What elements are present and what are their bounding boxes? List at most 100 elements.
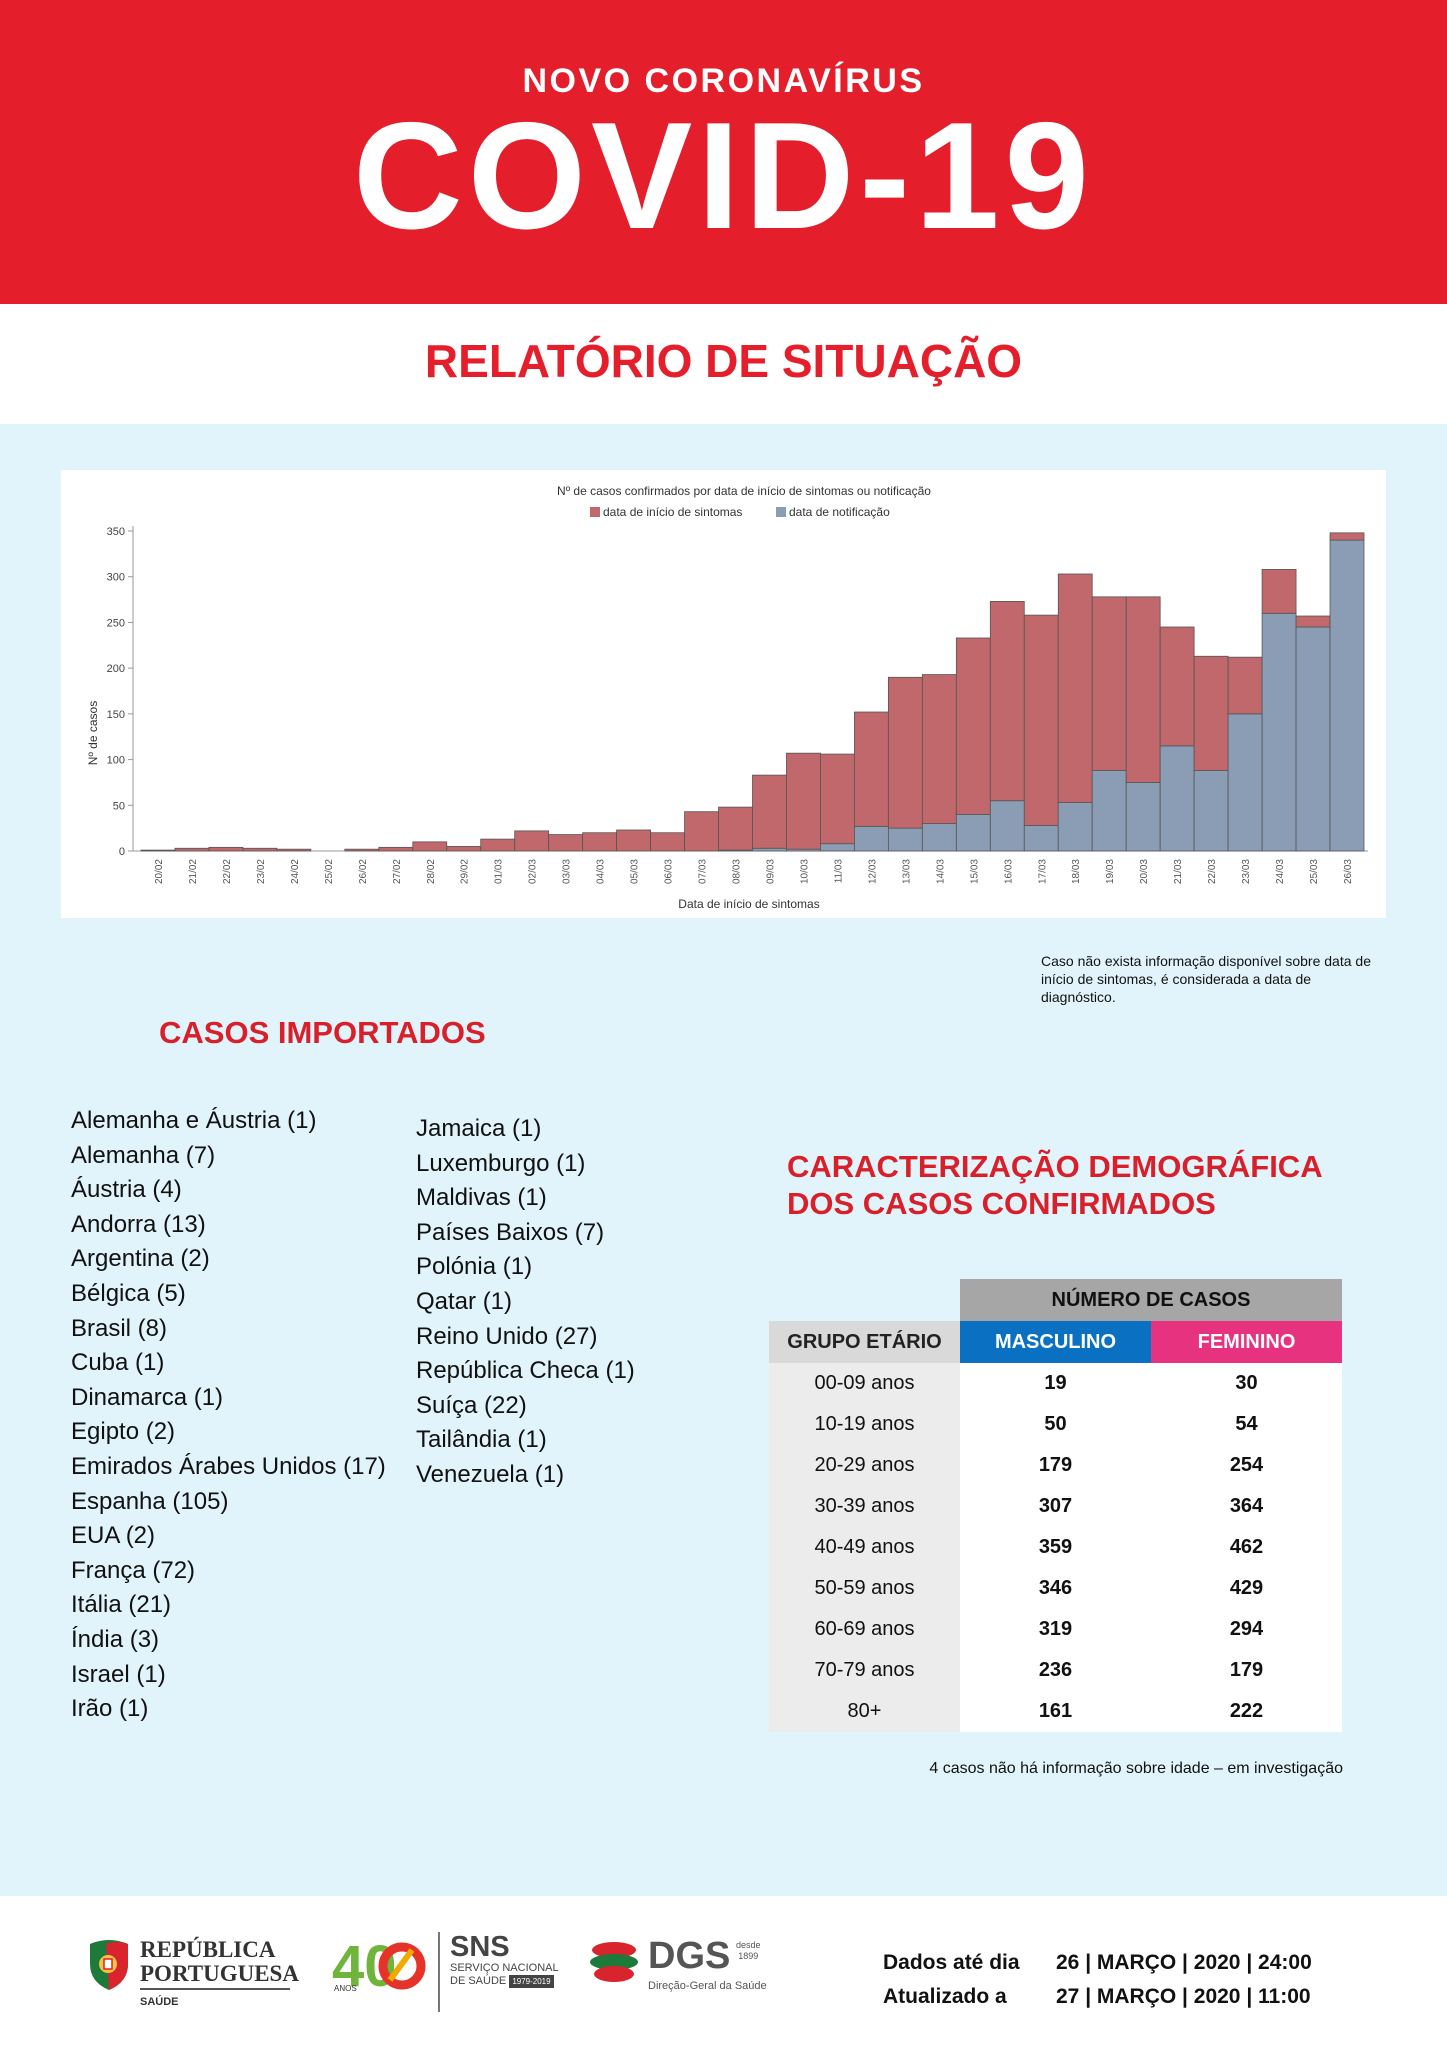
imported-country-item: Países Baixos (7) [416, 1218, 605, 1246]
bar-notification [1023, 824, 1059, 852]
updated-label: Atualizado a [883, 1985, 1007, 2008]
imported-country-item: Espanha (105) [71, 1487, 229, 1515]
imported-country-item: Dinamarca (1) [71, 1383, 224, 1411]
x-tick-label: 21/02 [188, 859, 199, 884]
male-header: MASCULINO [960, 1321, 1151, 1363]
male-count-cell: 319 [960, 1609, 1151, 1650]
x-tick-label: 24/03 [1275, 859, 1286, 884]
imported-country-item: Polónia (1) [416, 1253, 533, 1281]
male-count-cell: 346 [960, 1568, 1151, 1609]
male-count-cell: 307 [960, 1486, 1151, 1527]
bar-notification [1227, 713, 1263, 852]
bar-onset [955, 637, 991, 815]
anos-label: ANOS [334, 1984, 357, 1993]
bar-notification [1091, 770, 1127, 852]
x-tick-label: 19/03 [1105, 859, 1116, 884]
x-tick-label: 20/02 [154, 859, 165, 884]
table-row: 00-09 anos 19 30 [769, 1363, 1342, 1404]
male-count-cell: 161 [960, 1691, 1151, 1732]
imported-cases-title: CASOS IMPORTADOS [159, 1015, 486, 1050]
female-count-cell: 222 [1151, 1691, 1342, 1732]
imported-country-item: República Checa (1) [416, 1357, 635, 1385]
dgs-title: DGS [648, 1935, 731, 1977]
footer: REPÚBLICA PORTUGUESA SAÚDE 40 ANOS SNS S… [0, 1896, 1447, 2048]
x-tick-label: 03/03 [562, 859, 573, 884]
age-group-cell: 40-49 anos [769, 1527, 960, 1568]
x-tick-label: 04/03 [596, 859, 607, 884]
y-tick-label: 250 [107, 617, 125, 629]
bar-onset [1023, 614, 1059, 826]
epi-chart-card: Nº de casos confirmados por data de iníc… [61, 470, 1386, 918]
female-count-cell: 30 [1151, 1363, 1342, 1404]
header-kicker: NOVO CORONAVÍRUS [522, 62, 925, 100]
epi-curve-chart: Nº de casos confirmados por data de iníc… [86, 484, 1368, 911]
x-tick-label: 26/03 [1343, 859, 1354, 884]
x-tick-label: 12/03 [867, 859, 878, 884]
table-row: 80+ 161 222 [769, 1691, 1342, 1732]
male-count-cell: 19 [960, 1363, 1151, 1404]
imported-country-item: Índia (3) [71, 1625, 160, 1653]
x-tick-label: 29/02 [460, 859, 471, 884]
x-tick-label: 22/02 [222, 859, 233, 884]
bar-onset [650, 832, 685, 852]
imported-country-item: Alemanha (7) [71, 1141, 216, 1169]
republica-portuguesa-logo: REPÚBLICA PORTUGUESA SAÚDE [86, 1934, 299, 2014]
x-axis-label: Data de início de sintomas [678, 897, 819, 911]
bar-notification [1295, 626, 1331, 852]
male-count-cell: 236 [960, 1650, 1151, 1691]
bar-notification [820, 843, 855, 852]
sns-years: 1979-2019 [509, 1975, 554, 1988]
x-tick-label: 10/03 [799, 859, 810, 884]
bar-onset [1159, 626, 1195, 747]
male-count-cell: 359 [960, 1527, 1151, 1568]
chart-note: Caso não exista informação disponível so… [1041, 953, 1371, 1005]
imported-country-item: Qatar (1) [416, 1287, 513, 1315]
x-tick-label: 27/02 [392, 859, 403, 884]
dgs-year: 1899 [738, 1951, 759, 1961]
bar-notification [1261, 612, 1297, 852]
imported-country-item: Egipto (2) [71, 1418, 176, 1446]
y-tick-label: 350 [107, 526, 125, 538]
table-row: 20-29 anos 179 254 [769, 1445, 1342, 1486]
data-until-value: 26 | MARÇO | 2020 | 24:00 [1056, 1951, 1312, 1974]
sns-logo: SNS SERVIÇO NACIONAL DE SAÚDE 1979-2019 [438, 1932, 570, 2012]
bar-onset [820, 753, 855, 845]
bar-notification [1159, 745, 1195, 852]
x-tick-label: 09/03 [765, 859, 776, 884]
table-row: 10-19 anos 50 54 [769, 1404, 1342, 1445]
x-tick-label: 23/02 [256, 859, 267, 884]
x-tick-label: 02/03 [528, 859, 539, 884]
age-group-cell: 30-39 anos [769, 1486, 960, 1527]
y-tick-label: 150 [107, 709, 125, 721]
bar-onset [480, 838, 516, 852]
portugal-emblem-icon [90, 1940, 128, 1990]
male-count-cell: 179 [960, 1445, 1151, 1486]
legend-swatch-onset [590, 507, 600, 517]
bar-onset [718, 806, 753, 851]
x-tick-label: 18/03 [1071, 859, 1082, 884]
bar-onset [887, 676, 923, 829]
sns-line1: SERVIÇO NACIONAL [450, 1962, 559, 1974]
imported-country-item: EUA (2) [71, 1522, 156, 1550]
header-band [0, 0, 1447, 304]
imported-country-item: Andorra (13) [71, 1210, 206, 1238]
y-axis-label: Nº de casos [86, 701, 100, 765]
dgs-desde: desde [736, 1940, 761, 1950]
data-until-label: Dados até dia [883, 1951, 1020, 1974]
imported-country-item: Cuba (1) [71, 1349, 165, 1377]
table-row: 30-39 anos 307 364 [769, 1486, 1342, 1527]
bar-onset [1227, 656, 1263, 715]
x-tick-label: 05/03 [630, 859, 641, 884]
bar-onset [412, 841, 448, 852]
bar-onset [242, 847, 278, 852]
sns-40-years-logo: 40 ANOS [332, 1934, 432, 2006]
imported-country-item: Itália (21) [71, 1591, 172, 1619]
male-count-cell: 50 [960, 1404, 1151, 1445]
y-tick-label: 100 [107, 755, 125, 767]
sns-line2: DE SAÚDE [450, 1975, 507, 1987]
female-count-cell: 179 [1151, 1650, 1342, 1691]
imported-country-item: Alemanha e Áustria (1) [71, 1107, 317, 1134]
bar-notification [955, 814, 991, 852]
x-tick-label: 25/02 [324, 859, 335, 884]
bar-onset [446, 846, 482, 852]
